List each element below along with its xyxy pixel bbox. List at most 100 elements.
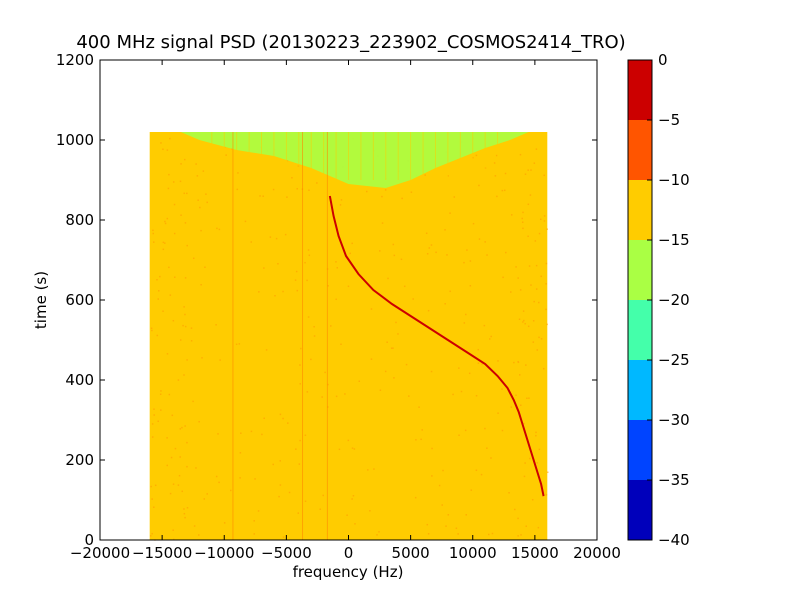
heatmap-speckle (481, 363, 483, 365)
colorbar-swatch (628, 480, 652, 540)
colorbar-tick-label: −40 (658, 531, 690, 549)
heatmap-speckle (514, 508, 516, 511)
heatmap-speckle (415, 439, 417, 441)
heatmap-speckle (330, 325, 332, 327)
heatmap-texture (149, 137, 549, 541)
heatmap-speckle (237, 172, 239, 174)
x-tick-label: 0 (344, 544, 354, 562)
heatmap-speckle (180, 214, 182, 216)
heatmap-speckle (463, 261, 465, 264)
heatmap-speckle (282, 417, 284, 420)
heatmap-speckle (166, 217, 169, 220)
heatmap-speckle (401, 197, 403, 200)
heatmap-speckle (491, 532, 494, 535)
heatmap-speckle (469, 260, 472, 262)
heatmap-speckle (352, 495, 355, 497)
heatmap-speckle (184, 325, 187, 328)
heatmap-speckle (198, 534, 200, 536)
heatmap-speckle (169, 492, 172, 495)
heatmap-speckle (425, 232, 428, 235)
heatmap-speckle (166, 437, 168, 439)
colorbar-swatch (628, 300, 652, 360)
heatmap-speckle (173, 232, 176, 235)
heatmap-speckle (179, 180, 182, 183)
heatmap-speckle (158, 290, 160, 292)
colorbar-tick-label: −35 (658, 471, 690, 489)
heatmap-speckle (195, 467, 197, 469)
heatmap-speckle (223, 522, 226, 524)
colorbar-swatch (628, 60, 652, 120)
heatmap-speckle (543, 220, 546, 222)
heatmap-speckle (263, 267, 265, 269)
heatmap-speckle (442, 469, 444, 472)
heatmap-speckle (181, 490, 184, 493)
heatmap-speckle (524, 462, 526, 464)
heatmap-speckle (458, 434, 460, 437)
heatmap-speckle (373, 468, 375, 470)
heatmap-speckle (518, 318, 521, 321)
colorbar-swatch (628, 360, 652, 420)
heatmap-speckle (515, 394, 517, 397)
heatmap-speckle (475, 394, 478, 397)
y-tick-label: 800 (65, 211, 94, 229)
heatmap-speckle (193, 525, 196, 527)
heatmap-speckle (478, 184, 480, 187)
heatmap-speckle (184, 425, 186, 427)
heatmap-speckle (181, 426, 183, 429)
heatmap-speckle (344, 393, 346, 395)
heatmap-speckle (502, 276, 504, 279)
heatmap-speckle (484, 241, 486, 243)
heatmap-speckle (297, 512, 300, 514)
heatmap-speckle (495, 154, 498, 157)
heatmap-speckle (257, 510, 260, 512)
heatmap-speckle (304, 500, 307, 502)
colorbar-tick-label: −15 (658, 231, 690, 249)
x-axis: −20000 −15000 −10000 −5000 0 5000 10000 15000 20… (70, 60, 621, 562)
heatmap-speckle (335, 261, 337, 263)
heatmap-speckle (358, 380, 361, 383)
heatmap-speckle (428, 247, 431, 249)
heatmap-speckle (179, 456, 181, 458)
heatmap-speckle (172, 181, 175, 183)
heatmap-speckle (162, 248, 165, 251)
heatmap-speckle (444, 303, 446, 305)
heatmap-speckle (336, 267, 339, 269)
heatmap-speckle (184, 277, 187, 279)
heatmap-speckle (496, 195, 498, 198)
heatmap-speckle (376, 534, 378, 536)
heatmap-speckle (151, 498, 153, 500)
heatmap-speckle (522, 321, 524, 323)
heatmap-speckle (225, 154, 227, 156)
heatmap-speckle (262, 195, 264, 197)
heatmap-speckle (424, 174, 426, 176)
heatmap-speckle (339, 204, 342, 206)
heatmap-speckle (196, 175, 199, 177)
heatmap-speckle (173, 203, 176, 206)
heatmap-speckle (177, 484, 180, 486)
heatmap-speckle (253, 520, 255, 522)
heatmap-speckle (503, 189, 506, 192)
x-tick-label: 5000 (392, 544, 430, 562)
heatmap-speckle (205, 193, 207, 195)
heatmap-speckle (265, 349, 268, 351)
heatmap-speckle (458, 367, 460, 369)
heatmap-speckle (167, 187, 170, 190)
heatmap-speckle (465, 514, 468, 516)
heatmap-speckle (524, 173, 527, 175)
heatmap-speckle (313, 325, 315, 328)
heatmap-speckle (239, 452, 242, 454)
heatmap-streaks (211, 132, 499, 180)
heatmap-speckle (517, 535, 519, 537)
heatmap-speckle (313, 335, 316, 337)
heatmap-speckle (539, 218, 542, 221)
heatmap-speckle (351, 498, 353, 500)
heatmap-speckle (457, 533, 459, 535)
heatmap-speckle (486, 254, 488, 256)
heatmap-speckle (195, 163, 197, 165)
heatmap-speckle (306, 391, 309, 393)
heatmap-speckle (310, 358, 312, 361)
y-tick-label: 600 (65, 291, 94, 309)
heatmap-region-base (149, 132, 548, 540)
heatmap-speckle (529, 457, 531, 460)
heatmap-speckle (523, 475, 526, 478)
